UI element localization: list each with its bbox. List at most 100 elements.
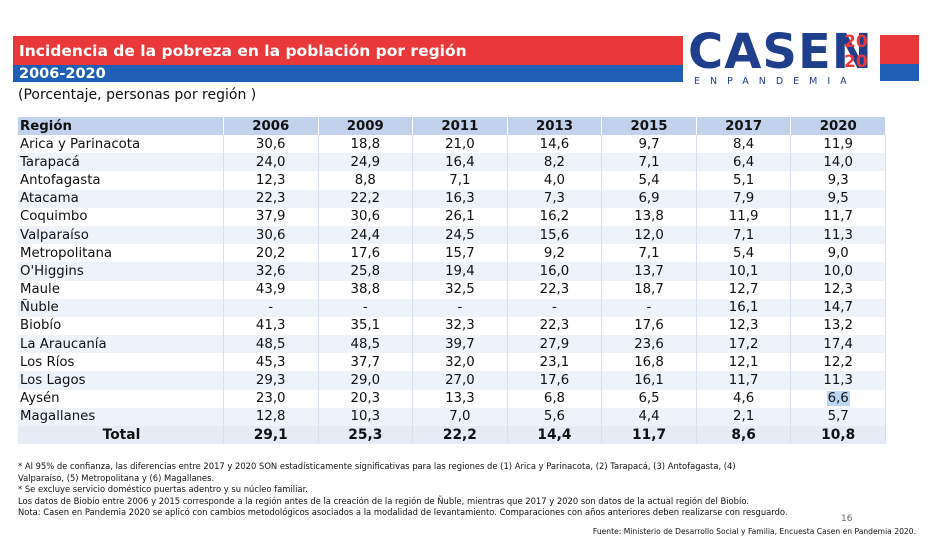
table-cell: 24,0 [223, 153, 319, 172]
table-cell: 37,9 [223, 207, 319, 226]
total-cell: 22,2 [412, 426, 508, 445]
table-cell: 13,3 [412, 389, 508, 408]
region-name: La Araucanía [18, 335, 224, 354]
table-cell: 4,4 [601, 407, 697, 426]
table-cell: 23,1 [507, 353, 603, 372]
table-cell: 13,2 [790, 316, 886, 336]
subtitle: (Porcentaje, personas por región ) [18, 87, 257, 103]
column-header-year: 2015 [601, 117, 697, 135]
column-header-year: 2006 [223, 117, 319, 135]
table-cell: 16,3 [412, 189, 508, 208]
region-name: Metropolitana [18, 244, 224, 263]
table-cell: 16,1 [601, 371, 697, 390]
logo-year: 20 20 [844, 32, 870, 76]
table-cell: 10,3 [318, 407, 414, 426]
table-cell: 32,0 [412, 353, 508, 372]
table-cell: 13,7 [601, 262, 697, 281]
column-header-region: Región [18, 117, 224, 135]
table-cell: 12,3 [790, 280, 886, 299]
table-cell: 8,2 [507, 153, 603, 172]
table-cell: 16,2 [507, 207, 603, 226]
casen-logo: CASEN 20 20 ENPANDEMIA [688, 24, 888, 90]
years-bar: 2006-2020 [13, 65, 683, 82]
logo-tagline: ENPANDEMIA [694, 76, 857, 87]
total-row: Total 29,1 25,3 22,2 14,4 11,7 8,6 10,8 [18, 426, 886, 445]
table-row: Antofagasta 12,3 8,8 7,1 4,0 5,4 5,1 9,3 [18, 171, 886, 190]
table-cell: 12,8 [223, 407, 319, 426]
total-cell: 25,3 [318, 426, 414, 445]
total-cell: 8,6 [696, 426, 792, 445]
title-bar: Incidencia de la pobreza en la población… [13, 36, 683, 65]
table-cell: - [223, 298, 319, 317]
table-cell: 7,3 [507, 189, 603, 208]
table-cell: 6,5 [601, 389, 697, 408]
table-row: Los Ríos 45,3 37,7 32,0 23,1 16,8 12,1 12,2 [18, 353, 886, 372]
table-cell: 30,6 [223, 225, 319, 245]
footnotes: * Al 95% de confianza, las diferencias e… [18, 461, 918, 519]
table-cell: 15,6 [507, 225, 603, 245]
region-name: Arica y Parinacota [18, 135, 224, 154]
table-row: Maule 43,9 38,8 32,5 22,3 18,7 12,7 12,3 [18, 280, 886, 299]
table-row: Aysén 23,0 20,3 13,3 6,8 6,5 4,6 6,6 [18, 389, 886, 408]
flag-decoration [880, 35, 919, 81]
region-name: Los Ríos [18, 353, 224, 372]
table-cell: 35,1 [318, 316, 414, 336]
table-cell: 8,4 [696, 135, 792, 154]
table-cell: 23,0 [223, 389, 319, 408]
table-row: Los Lagos 29,3 29,0 27,0 17,6 16,1 11,7 11,3 [18, 371, 886, 390]
footnote-line: Valparaíso, (5) Metropolitana y (6) Maga… [18, 472, 215, 483]
table-cell: 16,0 [507, 262, 603, 281]
table-cell: 6,8 [507, 389, 603, 408]
table-cell: 39,7 [412, 335, 508, 354]
table-cell: 10,0 [790, 262, 886, 281]
logo-year-bottom: 20 [844, 52, 868, 72]
table-cell: 17,2 [696, 335, 792, 354]
column-header-year: 2020 [790, 117, 886, 135]
table-cell: 32,5 [412, 280, 508, 299]
table-cell: 11,7 [696, 371, 792, 390]
highlighted-value: 6,6 [826, 391, 850, 407]
region-name: Coquimbo [18, 207, 224, 226]
flag-red-band [880, 35, 919, 64]
table-row: Magallanes 12,8 10,3 7,0 5,6 4,4 2,1 5,7 [18, 407, 886, 426]
table-cell: 5,1 [696, 171, 792, 190]
table-cell: 38,8 [318, 280, 414, 299]
region-name: Valparaíso [18, 225, 224, 245]
region-name: Atacama [18, 189, 224, 208]
source-note: Fuente: Ministerio de Desarrollo Social … [592, 527, 916, 536]
table-cell: 13,8 [601, 207, 697, 226]
footnote-line: Nota: Casen en Pandemia 2020 se aplicó c… [18, 507, 788, 518]
region-name: Aysén [18, 389, 224, 408]
table-cell: 32,6 [223, 262, 319, 281]
table-cell: 7,9 [696, 189, 792, 208]
table-cell: 14,7 [790, 298, 886, 317]
table-cell: 30,6 [223, 135, 319, 154]
table-cell: 18,8 [318, 135, 414, 154]
table-cell: 5,6 [507, 407, 603, 426]
table-cell: 7,1 [412, 171, 508, 190]
page-title: Incidencia de la pobreza en la población… [19, 41, 467, 60]
table-cell: 16,1 [696, 298, 792, 317]
table-cell: 11,3 [790, 225, 886, 245]
table-row: Atacama 22,3 22,2 16,3 7,3 6,9 7,9 9,5 [18, 189, 886, 208]
table-row: Tarapacá 24,0 24,9 16,4 8,2 7,1 6,4 14,0 [18, 153, 886, 172]
table-cell: 21,0 [412, 135, 508, 154]
table-cell: - [507, 298, 603, 317]
table-cell: 8,8 [318, 171, 414, 190]
page-number: 16 [841, 514, 853, 524]
table-row: O'Higgins 32,6 25,8 19,4 16,0 13,7 10,1 10,0 [18, 262, 886, 281]
table-cell: 7,1 [601, 153, 697, 172]
table-cell: 12,2 [790, 353, 886, 372]
table-cell: 19,4 [412, 262, 508, 281]
table-cell: 24,5 [412, 225, 508, 245]
table-cell: 14,0 [790, 153, 886, 172]
table-cell: 9,0 [790, 244, 886, 263]
footnote-line: * Se excluye servicio doméstico puertas … [18, 484, 308, 495]
table-cell: 20,2 [223, 244, 319, 263]
region-name: Biobío [18, 316, 224, 336]
table-cell: 7,1 [601, 244, 697, 263]
table-row: Biobío 41,3 35,1 32,3 22,3 17,6 12,3 13,2 [18, 316, 886, 336]
table-cell: 24,4 [318, 225, 414, 245]
table-cell: 14,6 [507, 135, 603, 154]
table-cell: 7,1 [696, 225, 792, 245]
